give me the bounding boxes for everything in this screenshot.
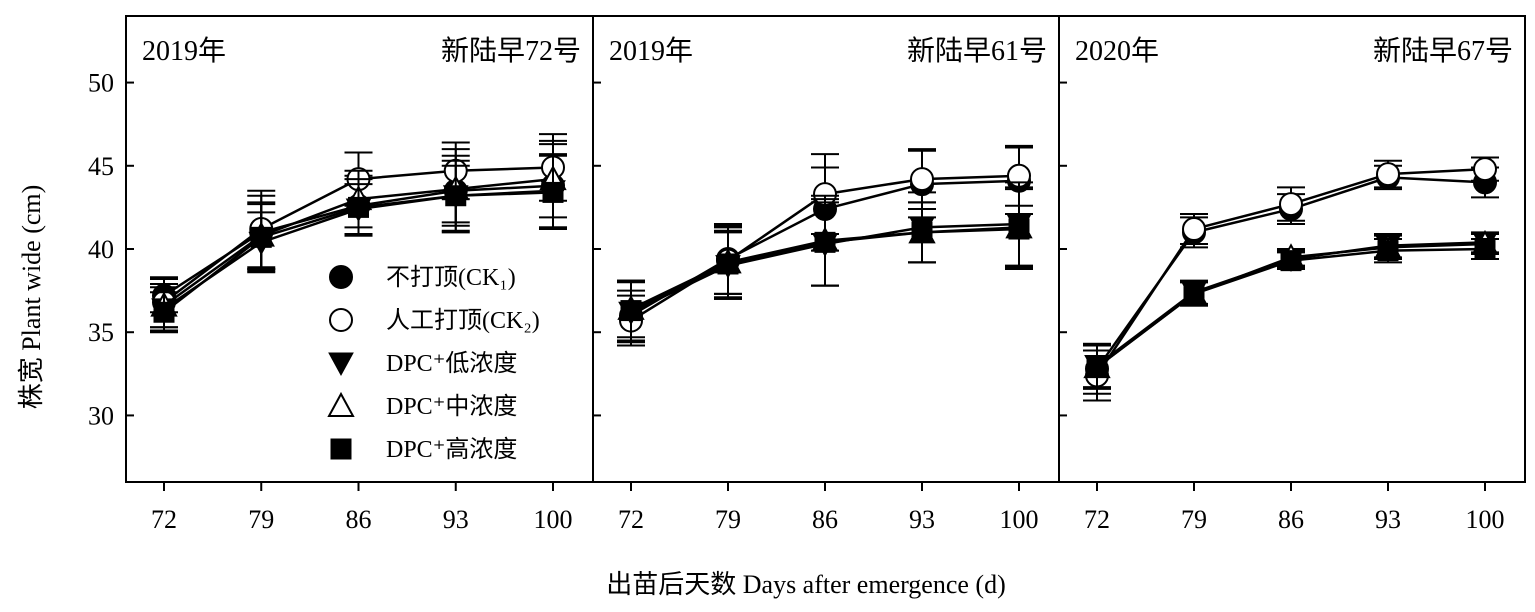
x-tick-label: 93: [443, 505, 469, 534]
x-tick-label: 72: [618, 505, 644, 534]
legend-label: DPC⁺高浓度: [386, 436, 517, 463]
data-point: [911, 221, 933, 243]
series-5: [1083, 238, 1499, 390]
x-tick-label: 93: [1375, 505, 1401, 534]
panel-frame: [125, 15, 594, 483]
legend-item: 人工打顶(CK₂): [329, 307, 540, 334]
x-tick-label: 72: [1084, 505, 1110, 534]
y-axis-title: 株宽 Plant wide (cm): [17, 185, 46, 410]
legend-label: DPC⁺中浓度: [386, 393, 517, 420]
data-point: [1183, 283, 1205, 305]
data-point: [1377, 240, 1399, 262]
data-point: [348, 196, 369, 218]
data-point: [1182, 217, 1206, 242]
series-2: [1083, 156, 1499, 402]
data-point: [1086, 356, 1108, 378]
x-tick-label: 86: [346, 505, 372, 534]
legend-marker: [329, 308, 353, 332]
legend-label: DPC⁺低浓度: [386, 350, 517, 377]
panel-year-label: 2019年: [609, 35, 693, 67]
legend-marker: [330, 438, 352, 460]
panel-variety-label: 新陆早72号: [441, 35, 581, 67]
legend: 不打顶(CK₁) 人工打顶(CK₂) DPC⁺低浓度 DPC⁺中浓度 DPC⁺高浓度: [327, 264, 540, 463]
y-tick-label: 45: [88, 152, 114, 181]
series-5: [617, 188, 1033, 342]
data-point: [542, 181, 564, 203]
data-point: [1376, 162, 1400, 187]
x-tick-label: 79: [1181, 505, 1207, 534]
legend-marker: [328, 352, 354, 377]
x-tick-label: 86: [1278, 505, 1304, 534]
legend-label: 人工打顶(CK₂): [386, 307, 540, 334]
legend-item: DPC⁺高浓度: [330, 436, 517, 463]
legend-marker: [329, 265, 353, 289]
panel-3: 72 79 86 93 100 2020年 新陆早67号: [1058, 15, 1526, 534]
x-tick-label: 79: [248, 505, 274, 534]
x-tick-label: 100: [534, 505, 573, 534]
panel-variety-label: 新陆早61号: [907, 35, 1047, 67]
legend-item: DPC⁺低浓度: [328, 350, 517, 377]
y-tick-label: 30: [88, 401, 114, 430]
x-tick-label: 72: [151, 505, 177, 534]
x-tick-label: 86: [812, 505, 838, 534]
panel-1: 30 35 40 45 50 72 79 86 93 100 2019年 新陆早72号: [88, 15, 594, 534]
data-point: [1474, 238, 1496, 260]
x-tick-label: 100: [1000, 505, 1039, 534]
legend-item: DPC⁺中浓度: [327, 391, 517, 420]
y-tick-label: 40: [88, 235, 114, 264]
x-axis-title: 出苗后天数 Days after emergence (d): [606, 570, 1005, 599]
legend-marker: [327, 391, 355, 417]
panel-year-label: 2019年: [142, 35, 226, 67]
data-point: [1473, 157, 1497, 182]
x-tick-label: 93: [909, 505, 935, 534]
x-tick-label: 100: [1466, 505, 1505, 534]
data-point: [910, 167, 934, 192]
x-tick-label: 79: [715, 505, 741, 534]
y-tick-label: 50: [88, 69, 114, 98]
data-point: [717, 253, 739, 275]
y-tick-label: 35: [88, 318, 114, 347]
data-point: [1279, 192, 1303, 217]
data-point: [250, 226, 272, 248]
legend-label: 不打顶(CK₁): [386, 264, 516, 291]
data-point: [1280, 250, 1302, 272]
panel-2: 72 79 86 93 100 2019年 新陆早61号: [592, 15, 1060, 534]
panel-year-label: 2020年: [1075, 35, 1159, 67]
data-point: [620, 300, 642, 322]
data-point: [445, 185, 467, 207]
series-5: [150, 154, 567, 334]
panel-variety-label: 新陆早67号: [1373, 35, 1513, 67]
data-point: [153, 301, 175, 323]
data-point: [1008, 218, 1030, 240]
legend-item: 不打顶(CK₁): [329, 264, 516, 291]
data-point: [814, 231, 836, 253]
